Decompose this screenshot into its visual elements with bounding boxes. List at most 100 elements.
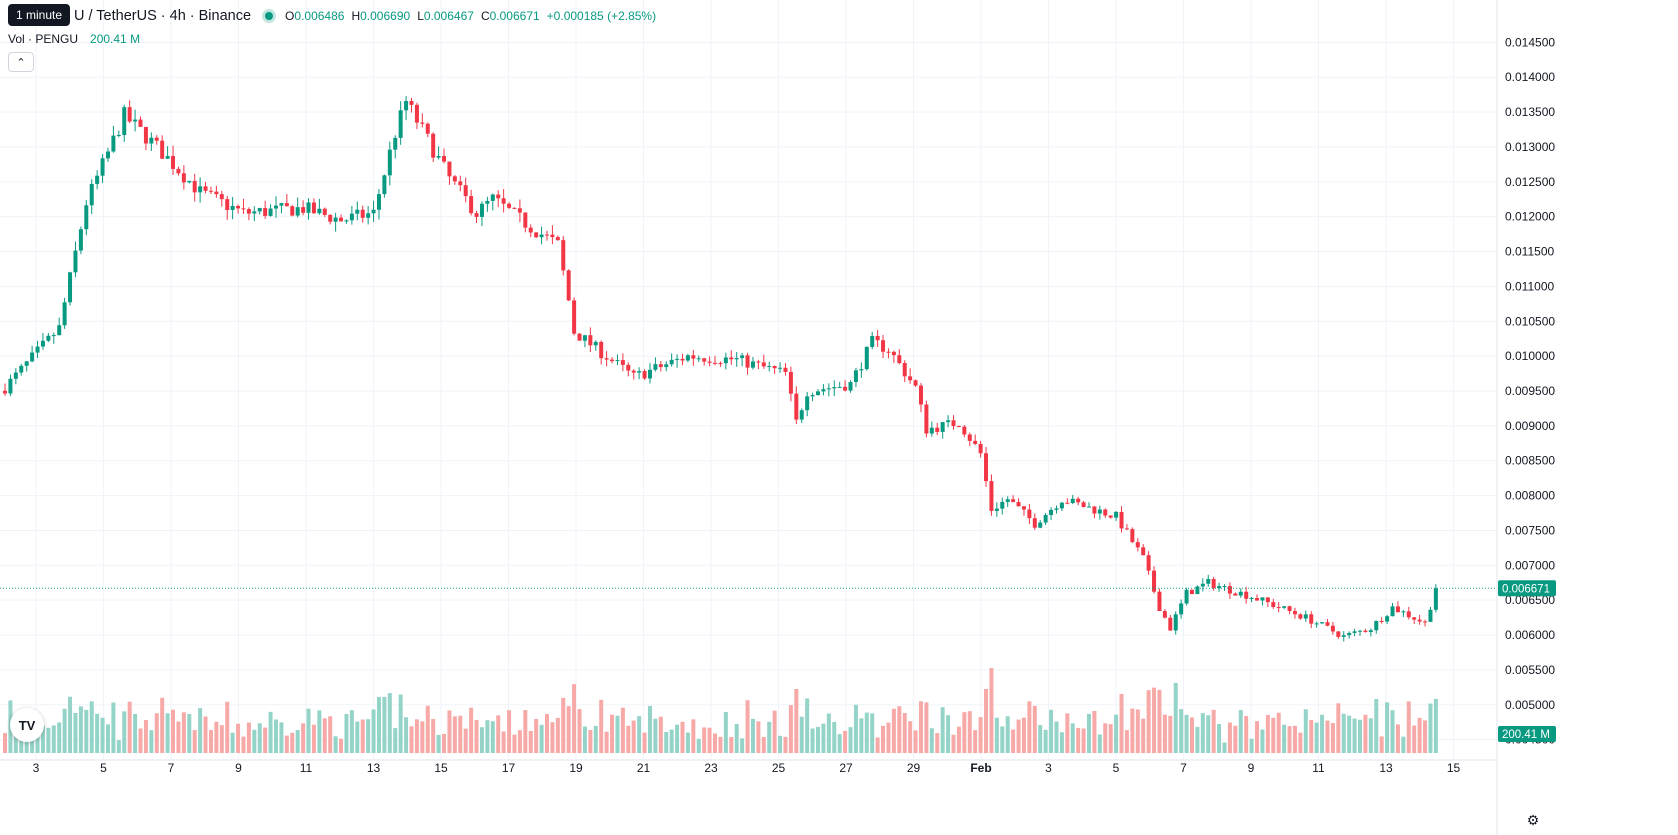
volume-bar: [1005, 716, 1010, 753]
volume-bar: [1059, 732, 1064, 753]
volume-bar: [723, 712, 728, 753]
candle-body: [349, 213, 354, 221]
candle-body: [783, 367, 788, 372]
volume-bar: [133, 713, 138, 753]
volume-bar: [1233, 725, 1238, 753]
volume-bar: [485, 720, 490, 753]
candle-body: [637, 371, 642, 373]
candle-body: [501, 198, 506, 204]
volume-bar: [143, 719, 148, 753]
volume-bar: [382, 696, 387, 753]
candle-body: [24, 361, 29, 366]
volume-bar: [816, 726, 820, 753]
candle-body: [626, 364, 631, 371]
candle-body: [100, 158, 105, 176]
candle-body: [1124, 528, 1129, 530]
candle-body: [225, 199, 230, 210]
volume-bar: [89, 701, 94, 753]
y-tick-label: 0.013500: [1505, 105, 1555, 119]
volume-bar: [1114, 714, 1119, 753]
volume-bar: [626, 725, 631, 753]
candle-body: [360, 209, 365, 218]
y-tick-label: 0.005500: [1505, 663, 1555, 677]
candle-body: [1162, 611, 1167, 618]
x-tick-label: 13: [367, 761, 381, 775]
volume-bar: [1341, 713, 1346, 753]
candle-body: [1200, 583, 1205, 587]
candle-body: [230, 205, 235, 210]
candle-body: [875, 335, 880, 341]
volume-bar: [1271, 717, 1276, 753]
y-tick-label: 0.013000: [1505, 140, 1555, 154]
symbol-header: U / TetherUS · 4h · Binance O0.006486 H0…: [8, 6, 656, 26]
volume-bar: [246, 722, 251, 753]
candle-body: [1189, 589, 1194, 595]
candle-body: [171, 156, 176, 169]
gear-icon[interactable]: ⚙: [1526, 811, 1540, 828]
volume-bar: [756, 721, 761, 753]
volume-bar: [355, 721, 360, 753]
volume-bar: [1049, 709, 1054, 753]
x-tick-label: 25: [772, 761, 786, 775]
candle-body: [756, 361, 761, 363]
candle-body: [599, 341, 604, 359]
y-tick-label: 0.005000: [1505, 698, 1555, 712]
candle-body: [1406, 611, 1411, 618]
candle-body: [956, 426, 961, 428]
symbol-title[interactable]: U / TetherUS · 4h · Binance: [74, 8, 252, 24]
volume-bar: [805, 698, 810, 753]
candle-body: [447, 161, 452, 177]
candle-body: [1395, 606, 1400, 613]
candle-body: [1433, 588, 1438, 610]
candle-body: [729, 357, 734, 360]
volume-bar: [1298, 732, 1303, 753]
chevron-up-icon[interactable]: ⌃: [8, 52, 34, 72]
volume-bar: [1276, 712, 1281, 753]
candle-body: [84, 205, 89, 230]
candle-body: [1027, 509, 1032, 519]
candle-body: [707, 361, 712, 363]
volume-bar: [929, 728, 934, 753]
tradingview-logo-icon[interactable]: TV: [10, 708, 44, 742]
volume-bar: [734, 723, 739, 753]
x-tick-label: 17: [502, 761, 516, 775]
volume-bar: [1385, 702, 1390, 753]
candle-body: [881, 340, 886, 352]
volume-label: Vol · PENGU: [8, 32, 79, 46]
volume-bar: [1179, 709, 1184, 753]
candle-body: [1179, 603, 1184, 615]
volume-bar: [1092, 710, 1097, 753]
candle-body: [1081, 502, 1086, 508]
volume-bar: [1249, 738, 1254, 753]
volume-bar: [962, 712, 967, 753]
volume-bar: [496, 715, 501, 753]
candle-body: [723, 357, 728, 364]
volume-bar: [1130, 708, 1135, 753]
volume-bar: [1103, 723, 1108, 753]
volume-bar: [57, 722, 62, 753]
candle-body: [891, 351, 896, 356]
candle-body: [1309, 614, 1314, 624]
candle-body: [1217, 586, 1222, 589]
volume-bar: [474, 720, 479, 753]
candle-body: [951, 420, 956, 427]
candle-body: [1336, 631, 1341, 637]
close-value: 0.006671: [489, 9, 540, 23]
candle-body: [322, 208, 327, 215]
candle-body: [550, 234, 555, 238]
candle-body: [1303, 614, 1308, 619]
volume-bar: [425, 705, 430, 753]
candle-body: [51, 335, 56, 337]
volume-bar: [637, 716, 642, 753]
candle-body: [252, 211, 257, 214]
volume-bar: [853, 704, 858, 753]
volume-bar: [1260, 729, 1265, 753]
candle-body: [913, 380, 918, 386]
volume-bar: [208, 729, 213, 753]
volume-bar: [561, 697, 566, 753]
candle-body: [1054, 508, 1059, 510]
candle-body: [1255, 597, 1260, 601]
x-tick-label: 15: [434, 761, 448, 775]
x-tick-label: 29: [907, 761, 921, 775]
